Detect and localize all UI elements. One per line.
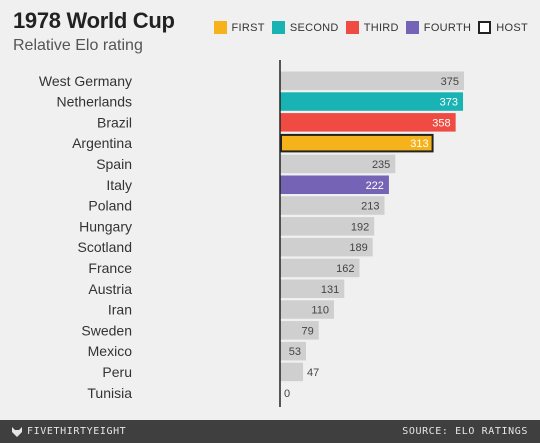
category-label-poland: Poland (88, 198, 132, 214)
legend-swatch-third (345, 21, 359, 34)
value-label-france: 162 (336, 263, 354, 275)
value-label-italy: 222 (366, 180, 384, 192)
bar-italy (280, 175, 389, 194)
legend-item-first: FIRST (213, 21, 265, 34)
legend-item-fourth: FOURTH (405, 21, 472, 34)
bar-west-germany (280, 71, 464, 90)
bar-iran (280, 300, 334, 319)
legend-label-fourth: FOURTH (423, 21, 472, 34)
value-label-hungary: 192 (351, 221, 369, 233)
legend-swatch-first (213, 21, 227, 34)
bar-brazil (280, 113, 456, 132)
category-label-argentina: Argentina (72, 135, 132, 151)
bar-mexico (280, 341, 307, 361)
legend-item-second: SECOND (271, 21, 339, 34)
value-label-brazil: 358 (432, 117, 450, 129)
category-label-peru: Peru (102, 364, 132, 380)
bar-spain (280, 154, 396, 174)
footer-source: SOURCE: ELO RATINGS (402, 426, 528, 437)
category-label-spain: Spain (96, 156, 132, 172)
legend-label-first: FIRST (231, 21, 265, 34)
category-label-iran: Iran (108, 302, 132, 318)
chart-subtitle: Relative Elo rating (13, 37, 143, 54)
value-label-scotland: 189 (349, 242, 367, 254)
category-label-sweden: Sweden (81, 322, 132, 338)
category-label-italy: Italy (106, 177, 132, 193)
value-label-sweden: 79 (302, 325, 314, 337)
value-label-iran: 110 (311, 305, 329, 317)
value-label-poland: 213 (361, 201, 379, 213)
value-label-spain: 235 (372, 159, 390, 171)
bar-hungary (280, 217, 375, 236)
legend-swatch-fourth (405, 21, 419, 34)
category-label-netherlands: Netherlands (57, 94, 133, 110)
fox-logo-icon (12, 426, 22, 437)
legend-swatch-host (478, 21, 492, 34)
bar-poland (280, 196, 385, 215)
category-label-west-germany: West Germany (39, 73, 132, 89)
category-label-scotland: Scotland (78, 239, 132, 255)
legend-item-third: THIRD (345, 21, 399, 34)
value-label-netherlands: 373 (440, 97, 458, 109)
legend-label-third: THIRD (363, 21, 399, 34)
chart-title: 1978 World Cup (13, 8, 175, 33)
category-label-hungary: Hungary (79, 218, 132, 234)
legend-swatch-second (271, 21, 285, 34)
category-label-tunisia: Tunisia (87, 385, 132, 401)
bar-scotland (280, 237, 373, 257)
value-label-argentina: 313 (410, 138, 428, 150)
legend-label-host: HOST (496, 21, 528, 34)
category-label-brazil: Brazil (97, 114, 132, 130)
legend-label-second: SECOND (289, 21, 339, 34)
footer-bar: FIVETHIRTYEIGHT SOURCE: ELO RATINGS (0, 420, 540, 443)
legend: FIRST SECOND THIRD FOURTH HOST (213, 21, 528, 34)
category-label-france: France (88, 260, 132, 276)
bar-france (280, 258, 360, 278)
bar-netherlands (280, 92, 464, 111)
bar-sweden (280, 321, 319, 340)
value-label-tunisia: 0 (284, 388, 290, 400)
bar-peru (280, 362, 304, 382)
category-label-austria: Austria (88, 281, 132, 297)
legend-item-host: HOST (478, 21, 528, 34)
value-label-peru: 47 (307, 367, 319, 379)
bar-austria (280, 279, 345, 298)
bar-argentina (280, 133, 434, 153)
footer-brand: FIVETHIRTYEIGHT (12, 426, 126, 437)
value-label-west-germany: 375 (441, 76, 459, 88)
bar-plot: West Germany 375 Netherlands 373 Brazil 358 Ar… (39, 60, 464, 407)
category-label-mexico: Mexico (88, 343, 133, 359)
footer-brand-label: FIVETHIRTYEIGHT (27, 426, 127, 437)
value-label-mexico: 53 (289, 346, 301, 358)
value-label-austria: 131 (321, 284, 339, 296)
